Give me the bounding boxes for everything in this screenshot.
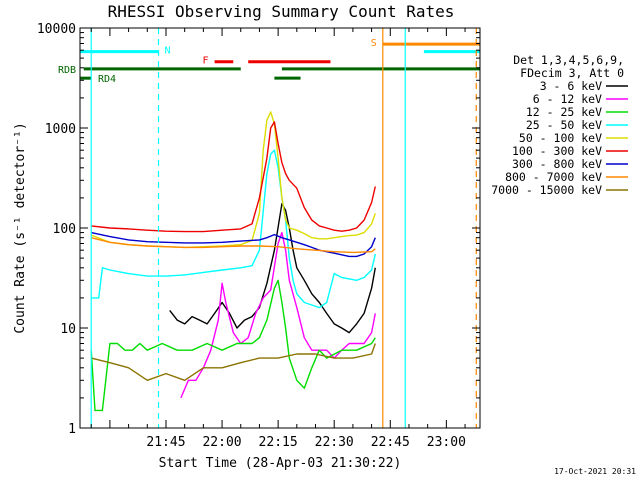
y-tick-label: 100 bbox=[53, 222, 76, 237]
legend-label-800-7000-kev: 800 - 7000 keV bbox=[505, 170, 602, 184]
series-3-6-kev bbox=[169, 203, 376, 334]
y-axis-label: Count Rate (s⁻¹ detector⁻¹) bbox=[13, 122, 28, 333]
series-25-50-kev bbox=[91, 149, 376, 309]
x-tick-label: 21:45 bbox=[146, 435, 185, 450]
y-tick-label: 10000 bbox=[37, 22, 76, 37]
series-800-7000-kev bbox=[91, 237, 376, 254]
series-100-300-kev bbox=[91, 121, 376, 233]
y-tick-label: 10 bbox=[60, 322, 76, 337]
x-tick-label: 22:00 bbox=[202, 435, 241, 450]
legend-label-300-800-kev: 300 - 800 keV bbox=[512, 157, 602, 171]
flag-rdb-label: RDB bbox=[58, 65, 76, 76]
flag-s-label: S bbox=[371, 38, 377, 49]
chart-title: RHESSI Observing Summary Count Rates bbox=[108, 2, 455, 21]
series-12-25-kev bbox=[90, 279, 376, 412]
legend-header: Det 1,3,4,5,6,9, bbox=[513, 53, 624, 67]
x-axis: 21:45 22:00 22:15 22:30 22:45 23:00 bbox=[90, 28, 466, 450]
legend-label-100-300-kev: 100 - 300 keV bbox=[512, 144, 602, 158]
flag-rd4-label: RD4 bbox=[98, 74, 116, 85]
series-6-12-kev bbox=[180, 231, 376, 399]
flag-f-label: F bbox=[203, 56, 209, 67]
x-tick-label: 22:15 bbox=[259, 435, 298, 450]
y-tick-label: 1 bbox=[68, 422, 76, 437]
legend-label-7000-15000-kev: 7000 - 15000 keV bbox=[491, 183, 602, 197]
x-tick-label: 22:30 bbox=[315, 435, 354, 450]
legend-label-50-100-kev: 50 - 100 keV bbox=[519, 131, 602, 145]
flag-n-label: N bbox=[165, 46, 171, 57]
legend-label-3-6-kev: 3 - 6 keV bbox=[540, 79, 602, 93]
series-7000-15000-kev bbox=[91, 343, 376, 381]
footer-timestamp: 17-Oct-2021 20:31 bbox=[554, 467, 636, 476]
x-axis-label: Start Time (28-Apr-03 21:30:22) bbox=[159, 456, 402, 471]
legend-label-25-50-kev: 25 - 50 keV bbox=[526, 118, 602, 132]
legend-label-12-25-kev: 12 - 25 keV bbox=[526, 105, 602, 119]
x-tick-label: 22:45 bbox=[371, 435, 410, 450]
vlines-layer bbox=[90, 28, 477, 428]
series-layer bbox=[90, 111, 376, 412]
x-tick-label: 23:00 bbox=[427, 435, 466, 450]
y-tick-label: 1000 bbox=[45, 122, 76, 137]
legend: Det 1,3,4,5,6,9,FDecim 3, Att 03 - 6 keV… bbox=[491, 53, 628, 197]
legend-label-6-12-kev: 6 - 12 keV bbox=[533, 92, 602, 106]
flags-layer: N S F RDB RD4 bbox=[58, 38, 480, 85]
series-50-100-kev bbox=[90, 111, 376, 249]
y-axis: 1 10 100 1000 10000 bbox=[37, 22, 480, 437]
plot-frame bbox=[79, 27, 481, 429]
series-300-800-kev bbox=[91, 231, 376, 258]
legend-header: FDecim 3, Att 0 bbox=[520, 66, 624, 80]
